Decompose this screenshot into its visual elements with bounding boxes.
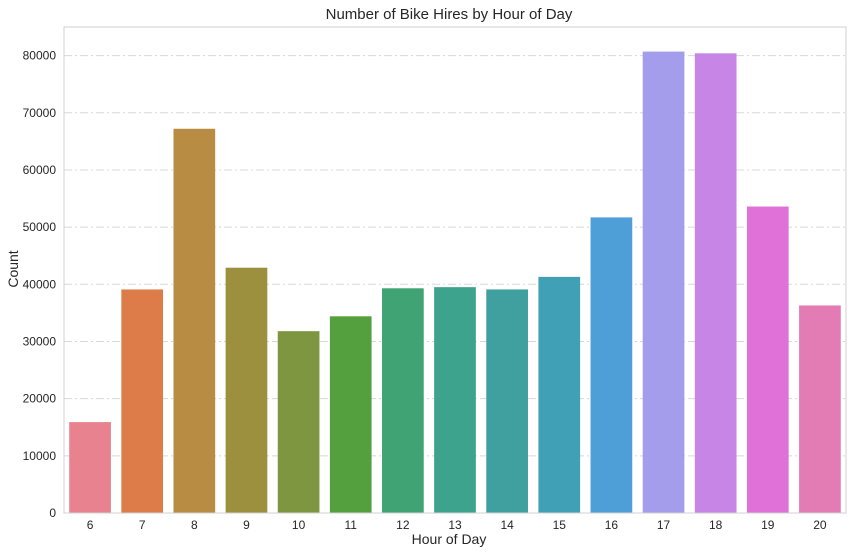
x-axis-ticks: 6 7 8 9 10 11 12 13 14 15 16 17 18 19 20 bbox=[87, 518, 827, 532]
x-tick-label: 19 bbox=[761, 518, 775, 532]
bar-hour-17 bbox=[642, 51, 685, 514]
y-tick-label: 70000 bbox=[23, 106, 57, 120]
y-axis-label: Count bbox=[5, 250, 21, 287]
bar-hour-11 bbox=[329, 316, 372, 513]
y-axis-ticks: 0 10000 20000 30000 40000 50000 60000 70000 8000… bbox=[23, 49, 57, 520]
x-tick-label: 18 bbox=[709, 518, 723, 532]
y-tick-label: 50000 bbox=[23, 220, 57, 234]
bar-hour-18 bbox=[694, 53, 737, 513]
x-tick-label: 14 bbox=[500, 518, 514, 532]
y-tick-label: 20000 bbox=[23, 392, 57, 406]
y-tick-label: 0 bbox=[49, 506, 56, 520]
bar-hour-6 bbox=[69, 422, 111, 513]
x-tick-label: 11 bbox=[344, 518, 357, 532]
x-tick-label: 12 bbox=[396, 518, 410, 532]
bar-hour-19 bbox=[746, 206, 789, 513]
x-tick-label: 17 bbox=[657, 518, 671, 532]
x-tick-label: 15 bbox=[553, 518, 567, 532]
x-tick-label: 13 bbox=[448, 518, 462, 532]
y-tick-label: 30000 bbox=[23, 334, 57, 348]
bar-hour-9 bbox=[225, 267, 268, 513]
y-tick-label: 60000 bbox=[23, 163, 57, 177]
y-tick-label: 80000 bbox=[23, 49, 57, 63]
bar-hour-8 bbox=[173, 128, 216, 514]
x-tick-label: 8 bbox=[191, 518, 198, 532]
x-tick-label: 7 bbox=[139, 518, 146, 532]
bar-hour-14 bbox=[486, 289, 528, 513]
x-axis-label: Hour of Day bbox=[412, 531, 487, 547]
bar-hour-12 bbox=[382, 288, 424, 513]
plot-frame bbox=[63, 26, 847, 514]
bar-layer bbox=[69, 51, 841, 514]
bar-hour-15 bbox=[538, 276, 581, 513]
y-tick-label: 10000 bbox=[23, 449, 57, 463]
bar-hour-20 bbox=[799, 305, 841, 513]
x-tick-label: 10 bbox=[292, 518, 306, 532]
bar-hour-16 bbox=[590, 217, 633, 513]
chart-title: Number of Bike Hires by Hour of Day bbox=[326, 6, 573, 23]
x-tick-label: 9 bbox=[243, 518, 250, 532]
y-tick-label: 40000 bbox=[23, 277, 57, 291]
bar-hour-7 bbox=[121, 289, 164, 513]
x-tick-label: 16 bbox=[605, 518, 619, 532]
x-tick-label: 6 bbox=[87, 518, 94, 532]
x-tick-label: 20 bbox=[813, 518, 827, 532]
bar-hour-10 bbox=[277, 331, 320, 513]
bar-hour-13 bbox=[434, 287, 476, 513]
